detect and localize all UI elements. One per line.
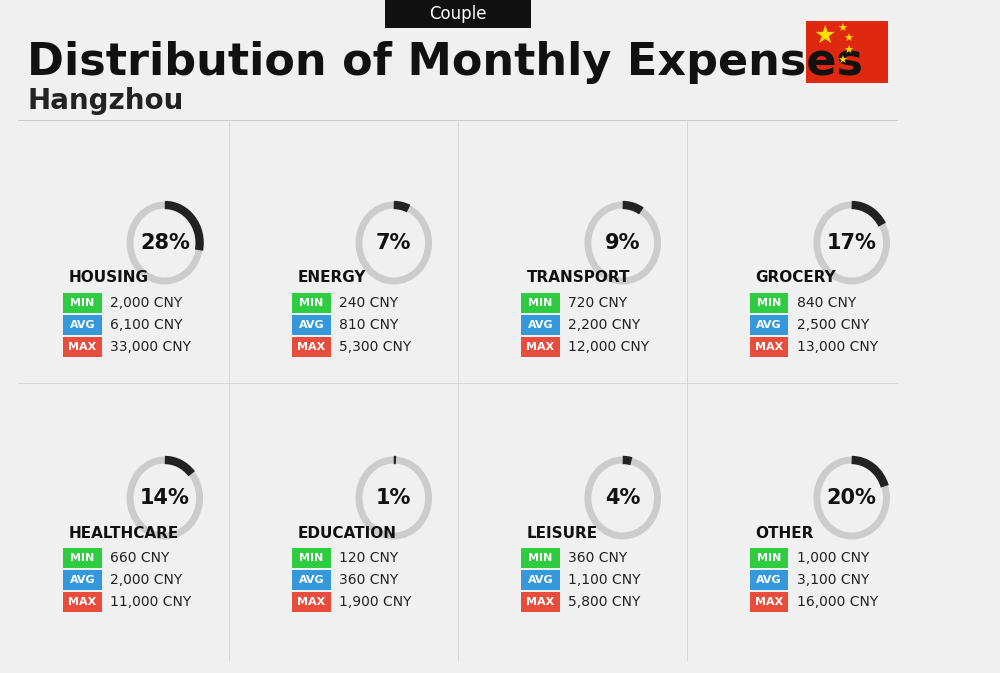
Text: 12,000 CNY: 12,000 CNY: [568, 340, 649, 354]
Text: 840 CNY: 840 CNY: [797, 296, 856, 310]
Text: MAX: MAX: [755, 597, 783, 607]
Text: 1,000 CNY: 1,000 CNY: [797, 551, 869, 565]
Text: 5,800 CNY: 5,800 CNY: [568, 595, 640, 609]
FancyBboxPatch shape: [385, 0, 531, 28]
FancyBboxPatch shape: [521, 548, 560, 568]
Text: 7%: 7%: [376, 233, 411, 253]
Text: 4%: 4%: [605, 488, 640, 508]
Text: 720 CNY: 720 CNY: [568, 296, 627, 310]
Text: MAX: MAX: [297, 342, 325, 352]
FancyBboxPatch shape: [521, 315, 560, 335]
Text: MAX: MAX: [526, 597, 554, 607]
Text: 17%: 17%: [827, 233, 877, 253]
Text: MIN: MIN: [299, 553, 323, 563]
Text: MAX: MAX: [755, 342, 783, 352]
Text: 120 CNY: 120 CNY: [339, 551, 398, 565]
Text: MIN: MIN: [70, 553, 95, 563]
Text: AVG: AVG: [756, 320, 782, 330]
Text: 6,100 CNY: 6,100 CNY: [110, 318, 182, 332]
FancyBboxPatch shape: [292, 315, 331, 335]
Text: 660 CNY: 660 CNY: [110, 551, 169, 565]
FancyBboxPatch shape: [292, 548, 331, 568]
FancyBboxPatch shape: [521, 570, 560, 590]
Text: MIN: MIN: [757, 298, 781, 308]
Text: OTHER: OTHER: [755, 526, 814, 540]
Text: 360 CNY: 360 CNY: [339, 573, 398, 587]
Text: 1%: 1%: [376, 488, 411, 508]
Text: ENERGY: ENERGY: [298, 271, 366, 285]
FancyBboxPatch shape: [521, 293, 560, 313]
Text: AVG: AVG: [70, 575, 95, 585]
Text: AVG: AVG: [756, 575, 782, 585]
Text: MIN: MIN: [528, 298, 552, 308]
Text: MAX: MAX: [68, 597, 97, 607]
FancyBboxPatch shape: [63, 548, 102, 568]
Text: 13,000 CNY: 13,000 CNY: [797, 340, 878, 354]
FancyBboxPatch shape: [63, 337, 102, 357]
Text: 2,500 CNY: 2,500 CNY: [797, 318, 869, 332]
Text: LEISURE: LEISURE: [527, 526, 598, 540]
FancyBboxPatch shape: [750, 592, 788, 612]
Text: 14%: 14%: [140, 488, 190, 508]
FancyBboxPatch shape: [750, 293, 788, 313]
Text: 5,300 CNY: 5,300 CNY: [339, 340, 411, 354]
Text: 1,900 CNY: 1,900 CNY: [339, 595, 411, 609]
Text: 33,000 CNY: 33,000 CNY: [110, 340, 191, 354]
Text: 16,000 CNY: 16,000 CNY: [797, 595, 878, 609]
Text: 1,100 CNY: 1,100 CNY: [568, 573, 640, 587]
Text: Hangzhou: Hangzhou: [27, 87, 184, 115]
Text: 11,000 CNY: 11,000 CNY: [110, 595, 191, 609]
Text: AVG: AVG: [299, 575, 324, 585]
Text: 28%: 28%: [140, 233, 190, 253]
Text: AVG: AVG: [70, 320, 95, 330]
Text: ★: ★: [843, 34, 853, 44]
Text: ★: ★: [843, 46, 853, 56]
Text: 810 CNY: 810 CNY: [339, 318, 398, 332]
Text: EDUCATION: EDUCATION: [298, 526, 397, 540]
FancyBboxPatch shape: [63, 592, 102, 612]
Text: 9%: 9%: [605, 233, 640, 253]
Text: MIN: MIN: [299, 298, 323, 308]
FancyBboxPatch shape: [63, 293, 102, 313]
FancyBboxPatch shape: [63, 570, 102, 590]
FancyBboxPatch shape: [292, 570, 331, 590]
Text: AVG: AVG: [299, 320, 324, 330]
Text: AVG: AVG: [527, 320, 553, 330]
Text: ★: ★: [837, 56, 847, 66]
FancyBboxPatch shape: [292, 337, 331, 357]
Text: 20%: 20%: [827, 488, 877, 508]
Text: AVG: AVG: [527, 575, 553, 585]
Text: TRANSPORT: TRANSPORT: [527, 271, 630, 285]
Text: MAX: MAX: [68, 342, 97, 352]
Text: MIN: MIN: [70, 298, 95, 308]
FancyBboxPatch shape: [750, 337, 788, 357]
Text: 2,000 CNY: 2,000 CNY: [110, 296, 182, 310]
Text: HEALTHCARE: HEALTHCARE: [69, 526, 179, 540]
Text: ★: ★: [837, 24, 847, 34]
Text: MAX: MAX: [297, 597, 325, 607]
Text: Distribution of Monthly Expenses: Distribution of Monthly Expenses: [27, 42, 863, 85]
Text: 360 CNY: 360 CNY: [568, 551, 627, 565]
Text: GROCERY: GROCERY: [755, 271, 836, 285]
Text: HOUSING: HOUSING: [69, 271, 149, 285]
Text: MIN: MIN: [528, 553, 552, 563]
FancyBboxPatch shape: [292, 592, 331, 612]
FancyBboxPatch shape: [750, 570, 788, 590]
Text: MIN: MIN: [757, 553, 781, 563]
Text: 3,100 CNY: 3,100 CNY: [797, 573, 869, 587]
FancyBboxPatch shape: [750, 315, 788, 335]
Text: 240 CNY: 240 CNY: [339, 296, 398, 310]
FancyBboxPatch shape: [750, 548, 788, 568]
Text: MAX: MAX: [526, 342, 554, 352]
FancyBboxPatch shape: [521, 337, 560, 357]
FancyBboxPatch shape: [292, 293, 331, 313]
Text: Couple: Couple: [429, 5, 487, 23]
Text: 2,200 CNY: 2,200 CNY: [568, 318, 640, 332]
Text: 2,000 CNY: 2,000 CNY: [110, 573, 182, 587]
FancyBboxPatch shape: [521, 592, 560, 612]
FancyBboxPatch shape: [63, 315, 102, 335]
Text: ★: ★: [813, 24, 835, 48]
FancyBboxPatch shape: [806, 21, 888, 83]
